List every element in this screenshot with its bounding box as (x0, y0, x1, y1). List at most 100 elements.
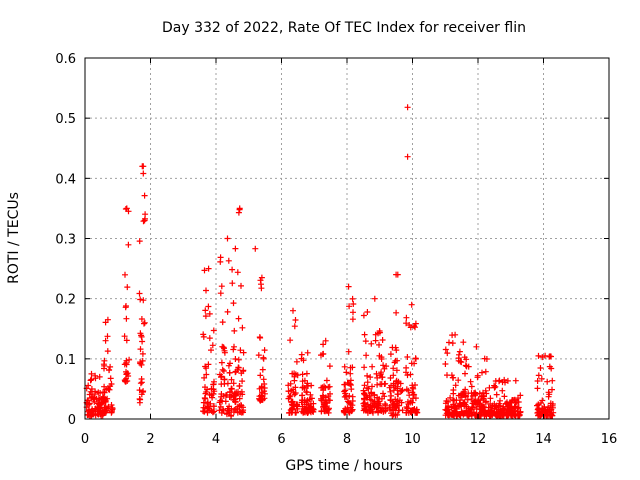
data-point (210, 403, 217, 410)
data-point (306, 396, 313, 403)
data-point (512, 377, 519, 384)
x-tick-label: 14 (535, 432, 552, 447)
data-point (362, 338, 369, 345)
data-point (139, 338, 146, 345)
data-point (290, 307, 296, 314)
data-point (100, 394, 107, 401)
x-tick-label: 8 (343, 432, 351, 447)
data-point (122, 206, 129, 212)
data-point (228, 385, 235, 392)
data-point (225, 362, 232, 369)
data-point (201, 374, 208, 381)
data-point (411, 406, 418, 412)
data-point (447, 394, 454, 401)
x-axis-ticks: 0 2 4 6 8 10 12 14 16 (81, 58, 617, 447)
data-point (487, 395, 494, 402)
data-point (107, 375, 114, 382)
data-point (361, 364, 368, 371)
data-point (138, 361, 145, 368)
data-point (142, 211, 149, 218)
data-point (449, 374, 456, 381)
data-point (232, 392, 239, 399)
data-point (288, 387, 295, 394)
data-point (203, 287, 209, 294)
data-point (203, 371, 210, 378)
data-point (407, 324, 414, 331)
data-point (136, 396, 143, 402)
data-point (201, 267, 208, 274)
data-point (404, 153, 411, 160)
data-point (137, 359, 144, 366)
data-point (299, 371, 306, 378)
data-point (137, 380, 144, 387)
data-point (252, 245, 259, 252)
data-point (360, 312, 367, 319)
data-point (534, 402, 540, 409)
data-point (238, 388, 245, 395)
data-point (348, 408, 355, 415)
data-point (97, 407, 104, 413)
data-point (230, 346, 237, 353)
data-point (224, 235, 231, 242)
data-point (387, 397, 394, 404)
data-point (537, 365, 544, 371)
data-point (107, 363, 114, 370)
data-point (92, 391, 98, 397)
data-point (104, 348, 111, 355)
data-point (379, 404, 386, 411)
data-point (407, 371, 414, 378)
data-point (287, 337, 294, 344)
data-point (345, 348, 352, 355)
data-point (462, 401, 469, 408)
data-point (534, 385, 541, 392)
data-point (318, 352, 324, 359)
data-point (346, 303, 353, 310)
data-point (470, 409, 477, 416)
data-point (376, 352, 383, 359)
data-point (259, 389, 266, 396)
data-point (236, 383, 243, 389)
data-point (293, 401, 300, 408)
data-point (226, 369, 233, 376)
data-point (393, 367, 400, 374)
data-point (387, 375, 394, 381)
data-point (109, 405, 116, 412)
data-point (100, 361, 107, 368)
data-point (369, 383, 375, 390)
data-point (224, 405, 231, 412)
data-point (138, 316, 145, 322)
data-point (298, 355, 305, 362)
data-point (538, 375, 545, 382)
data-point (456, 351, 462, 358)
data-point (367, 396, 374, 403)
data-point (300, 384, 306, 391)
data-point (409, 389, 416, 396)
data-point (515, 412, 522, 419)
data-point (208, 347, 214, 354)
y-tick-label: 0.3 (55, 233, 76, 248)
data-point (202, 363, 209, 370)
data-point (200, 333, 207, 340)
data-point (122, 304, 129, 311)
data-point (226, 394, 233, 400)
data-point (371, 391, 378, 398)
data-point (225, 257, 232, 264)
data-point (412, 355, 419, 362)
data-point (474, 372, 481, 379)
data-point (125, 241, 132, 248)
data-point (376, 328, 383, 334)
data-point (483, 398, 490, 405)
data-point (321, 399, 328, 406)
data-point (97, 401, 103, 408)
data-point (218, 381, 225, 388)
data-point (232, 399, 239, 406)
data-point (444, 350, 451, 357)
data-point (473, 343, 480, 350)
data-point (218, 373, 225, 380)
data-point (465, 412, 472, 419)
data-point (240, 349, 247, 356)
data-point (380, 390, 386, 397)
data-point (361, 331, 368, 338)
data-point (462, 392, 468, 399)
